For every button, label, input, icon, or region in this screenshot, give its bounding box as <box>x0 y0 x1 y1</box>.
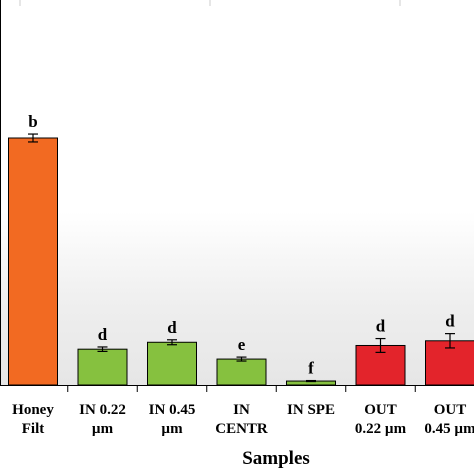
x-tick-label: IN <box>233 402 250 418</box>
bar <box>8 137 58 386</box>
significance-letter: d <box>98 325 108 344</box>
x-tick-label: 0.45 µm <box>424 421 474 437</box>
bar <box>147 341 197 386</box>
plot-background <box>0 0 474 385</box>
x-tick-label: Honey <box>12 402 54 418</box>
significance-letter: d <box>376 317 386 336</box>
x-tick-label: IN 0.22 <box>79 402 126 418</box>
x-tick-label: 0.22 µm <box>355 421 407 437</box>
x-tick-label: µm <box>92 421 114 437</box>
x-tick-label: CENTR <box>215 421 268 437</box>
x-tick-label: µm <box>161 421 183 437</box>
x-tick-label: OUT <box>434 402 467 418</box>
x-tick-label: IN 0.45 <box>149 402 196 418</box>
bar <box>216 358 267 386</box>
x-axis-title: Samples <box>242 448 310 469</box>
significance-letter: e <box>238 335 246 354</box>
significance-letter: d <box>445 312 455 331</box>
x-tick-label: IN SPE <box>287 402 335 418</box>
x-tick-label: OUT <box>364 402 397 418</box>
significance-letter: b <box>28 112 37 131</box>
bar <box>77 348 128 386</box>
x-tick-label: Filt <box>22 421 45 437</box>
significance-letter: d <box>167 318 177 337</box>
significance-letter: f <box>308 359 314 378</box>
